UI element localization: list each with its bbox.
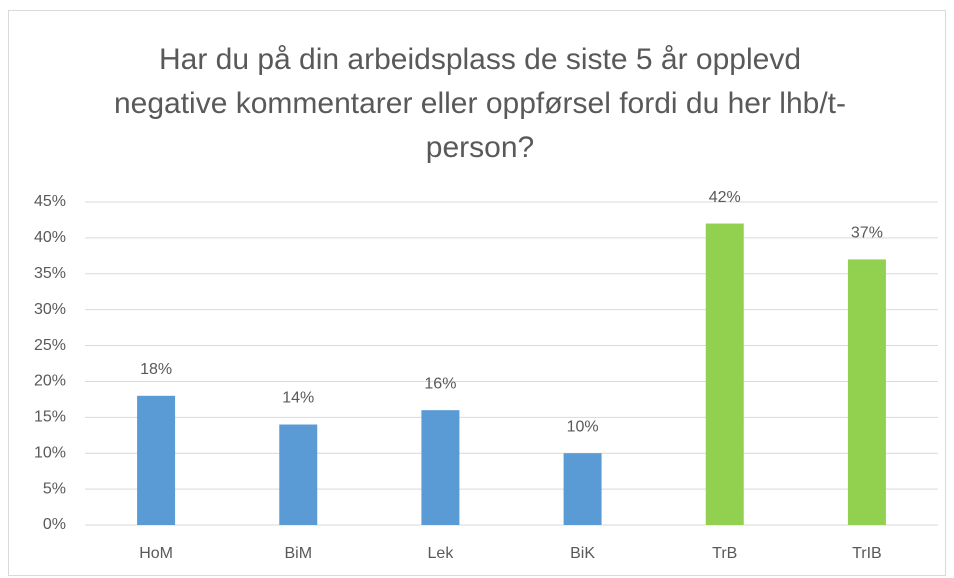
chart-frame [8,10,946,576]
y-tick-label: 15% [34,409,66,426]
data-label: 37% [851,225,883,242]
y-tick-label: 30% [34,301,66,318]
y-tick-label: 25% [34,337,66,354]
x-tick-label: HoM [139,545,173,562]
y-tick-label: 40% [34,229,66,246]
data-label: 16% [424,375,456,392]
chart-title: Har du på din arbeidsplass de siste 5 år… [113,43,846,164]
x-tick-label: Lek [428,545,455,562]
bar [137,395,176,525]
data-label: 42% [709,189,741,206]
y-tick-label: 5% [43,480,66,497]
y-tick-label: 45% [34,193,66,210]
y-tick-label: 35% [34,265,66,282]
x-tick-label: BiM [284,545,312,562]
y-tick-label: 10% [34,444,66,461]
x-tick-label: BiK [570,545,595,562]
bar [563,453,602,525]
data-label: 14% [282,390,314,407]
bar [279,424,318,525]
data-label: 10% [567,418,599,435]
bar [847,259,886,525]
y-tick-label: 20% [34,373,66,390]
bar [421,410,460,525]
data-label: 18% [140,361,172,378]
x-tick-label: TrIB [852,545,882,562]
bar [705,223,744,526]
y-tick-label: 0% [43,516,66,533]
x-tick-label: TrB [712,545,737,562]
